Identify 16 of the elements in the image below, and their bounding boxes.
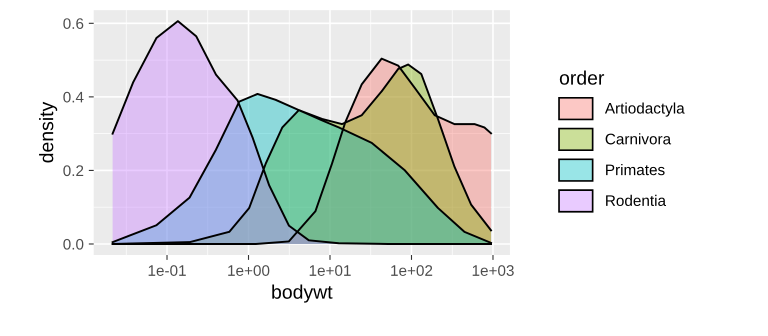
x-axis-title: bodywt <box>272 284 332 303</box>
y-tick-label: 0.4 <box>63 92 84 103</box>
x-tick-label: 1e+00 <box>228 265 270 276</box>
legend-label: Rodentia <box>606 194 666 206</box>
legend-label: Carnivora <box>606 133 672 144</box>
x-tick-label: 1e+03 <box>472 265 514 276</box>
x-tick-label: 1e+02 <box>391 265 432 276</box>
legend-label: Primates <box>606 164 665 176</box>
y-tick-label: 0.2 <box>63 165 84 176</box>
legend-title: order <box>560 70 604 85</box>
y-tick-label: 0.0 <box>63 238 84 250</box>
y-tick-label: 0.6 <box>63 18 84 30</box>
y-axis-title: density <box>39 102 58 163</box>
x-tick-label: 1e-01 <box>148 265 186 276</box>
x-tick-label: 1e+01 <box>310 265 351 276</box>
legend-label: Artiodactyla <box>604 102 685 117</box>
